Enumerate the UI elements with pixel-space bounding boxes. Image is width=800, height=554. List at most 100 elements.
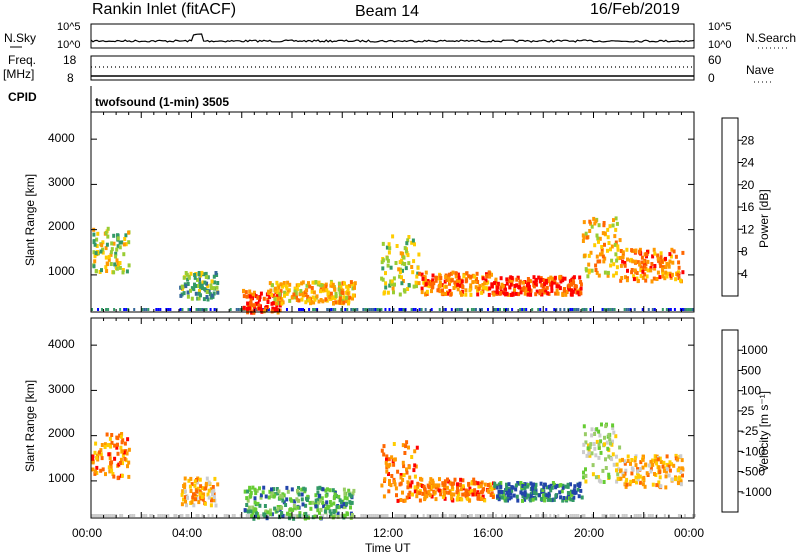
echo-cell bbox=[486, 280, 490, 285]
echo-cell bbox=[441, 494, 445, 499]
echo-cell bbox=[393, 482, 397, 487]
power-ytick-4000: 4000 bbox=[48, 131, 75, 145]
echo-cell bbox=[273, 307, 277, 312]
echo-cell bbox=[493, 308, 495, 311]
echo-cell bbox=[611, 439, 614, 444]
echo-cell bbox=[347, 299, 351, 304]
echo-cell bbox=[195, 496, 199, 501]
echo-cell bbox=[439, 276, 443, 280]
echo-cell bbox=[109, 514, 112, 517]
echo-cell bbox=[264, 494, 268, 499]
time-axis bbox=[90, 112, 695, 518]
echo-cell bbox=[99, 249, 103, 254]
echo-cell bbox=[597, 223, 601, 228]
echo-cell bbox=[312, 308, 315, 311]
echo-cell bbox=[577, 494, 581, 499]
echo-cell bbox=[628, 482, 632, 487]
echo-cell bbox=[677, 270, 680, 275]
echo-cell bbox=[475, 271, 479, 276]
echo-cell bbox=[453, 280, 457, 285]
echo-cell bbox=[562, 287, 566, 291]
echo-cell bbox=[523, 308, 526, 311]
echo-cell bbox=[591, 463, 595, 468]
echo-cell bbox=[95, 514, 98, 517]
echo-cell bbox=[529, 279, 533, 284]
echo-cell bbox=[319, 298, 323, 302]
echo-cell bbox=[335, 504, 339, 509]
echo-cell bbox=[183, 489, 187, 494]
echo-cell bbox=[641, 269, 645, 274]
echo-cell bbox=[508, 285, 512, 290]
echo-cell bbox=[348, 284, 351, 289]
echo-cell bbox=[669, 254, 673, 259]
echo-cell bbox=[491, 495, 495, 499]
echo-cell bbox=[478, 284, 482, 289]
echo-cell bbox=[661, 308, 664, 311]
echo-cell bbox=[254, 301, 258, 306]
echo-cell bbox=[380, 276, 384, 281]
echo-cell bbox=[626, 459, 630, 463]
echo-cell bbox=[582, 450, 585, 455]
echo-cell bbox=[657, 258, 661, 263]
echo-cell bbox=[603, 308, 606, 311]
echo-cell bbox=[621, 250, 625, 255]
echo-cell bbox=[459, 487, 463, 492]
echo-cell bbox=[123, 456, 127, 461]
echo-cell bbox=[180, 492, 184, 497]
echo-cell bbox=[633, 458, 637, 463]
echo-cell bbox=[679, 479, 683, 484]
echo-cell bbox=[342, 300, 346, 305]
echo-cell bbox=[405, 241, 409, 246]
echo-cell bbox=[345, 295, 349, 300]
echo-cell bbox=[625, 477, 629, 482]
echo-cell bbox=[606, 446, 610, 451]
echo-cell bbox=[179, 285, 183, 290]
echo-cell bbox=[420, 484, 424, 488]
echo-cell bbox=[541, 488, 545, 492]
echo-cell bbox=[308, 514, 311, 517]
echo-cell bbox=[652, 247, 656, 252]
echo-cell bbox=[629, 479, 633, 484]
echo-cell bbox=[651, 514, 654, 517]
echo-cell bbox=[483, 482, 487, 487]
echo-cell bbox=[113, 514, 116, 517]
echo-cell bbox=[643, 272, 647, 277]
echo-cell bbox=[497, 482, 501, 487]
echo-cell bbox=[398, 274, 402, 279]
echo-cell bbox=[398, 260, 402, 265]
echo-cell bbox=[653, 264, 657, 268]
echo-cell bbox=[286, 280, 290, 285]
echo-cell bbox=[319, 507, 323, 512]
echo-cell bbox=[271, 293, 275, 298]
echo-cell bbox=[588, 445, 592, 449]
echo-cell bbox=[590, 268, 594, 273]
echo-cell bbox=[391, 286, 395, 291]
echo-cell bbox=[665, 467, 669, 472]
echo-cell bbox=[589, 308, 592, 311]
echo-cell bbox=[474, 285, 478, 290]
freq-tick-top: 18 bbox=[63, 53, 77, 67]
echo-cell bbox=[381, 258, 385, 263]
colorbar-tick-label: 8 bbox=[741, 245, 748, 259]
echo-cell bbox=[390, 279, 394, 284]
echo-cell bbox=[389, 265, 393, 270]
echo-cell bbox=[437, 483, 441, 488]
echo-cell bbox=[567, 287, 571, 292]
echo-cell bbox=[579, 286, 583, 291]
echo-cell bbox=[341, 291, 345, 295]
echo-cell bbox=[324, 493, 328, 498]
echo-cell bbox=[458, 496, 462, 501]
echo-cell bbox=[95, 455, 99, 460]
echo-cell bbox=[679, 308, 682, 311]
echo-cell bbox=[494, 277, 498, 282]
echo-cell bbox=[431, 284, 435, 289]
echo-cell bbox=[300, 297, 304, 302]
colorbar-tick-label: -25 bbox=[741, 424, 759, 438]
echo-cell bbox=[661, 274, 665, 279]
echo-cell bbox=[105, 269, 109, 273]
echo-cell bbox=[562, 496, 566, 500]
echo-cell bbox=[295, 298, 299, 302]
echo-cell bbox=[467, 274, 471, 279]
echo-cell bbox=[413, 489, 417, 494]
echo-cell bbox=[590, 433, 594, 438]
